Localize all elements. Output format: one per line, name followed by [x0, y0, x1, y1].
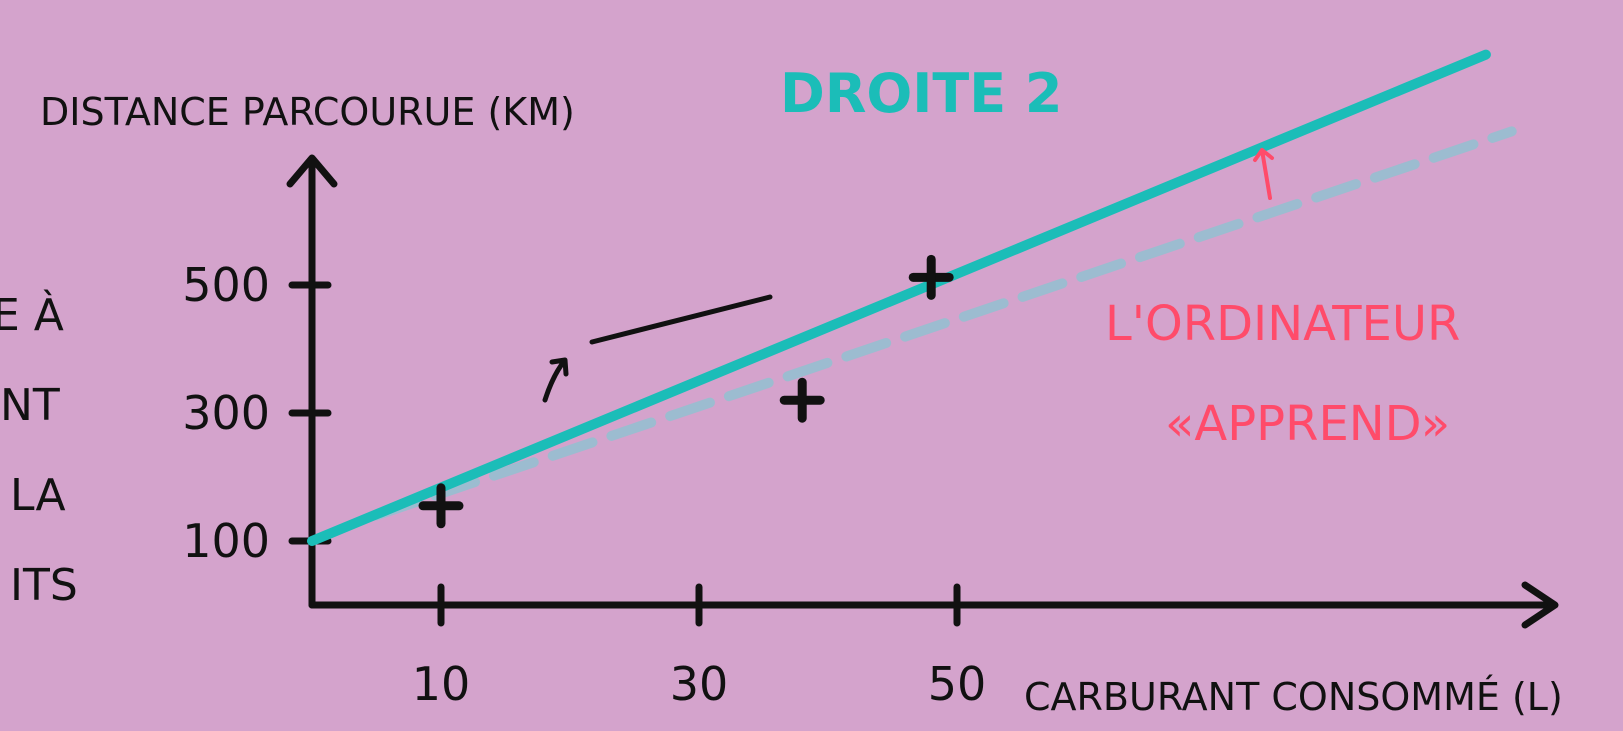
x-tick-label: 10: [412, 657, 471, 711]
left-fragment-2: NT: [0, 380, 60, 431]
left-fragment-1: E À: [0, 288, 64, 341]
up-arrow-red-icon: [1253, 148, 1274, 200]
up-arrow-black-icon: [542, 357, 569, 403]
left-text-fragments: E À NT LA ITS: [0, 288, 78, 611]
y-tick-label: 300: [182, 386, 270, 440]
ticks: [288, 281, 961, 627]
x-tick-label: 30: [670, 657, 729, 711]
tick-labels: 10 30 50 100 300 500: [182, 258, 986, 711]
ordinateur-label-line2: «APPREND»: [1165, 396, 1450, 452]
black-slope-stroke: [589, 294, 773, 345]
droite2-label: DROITE 2: [780, 62, 1063, 125]
droite2-line: [307, 49, 1491, 546]
dashed-line: [371, 126, 1517, 521]
y-axis-label: DISTANCE PARCOURUE (KM): [40, 90, 575, 134]
y-tick-label: 500: [182, 258, 270, 312]
data-points: [418, 254, 954, 529]
axes: [286, 154, 1559, 629]
x-tick-label: 50: [928, 657, 987, 711]
series: [307, 49, 1517, 546]
data-point-plus-icon: [779, 377, 825, 423]
y-axis-arrow-icon: [286, 154, 338, 188]
y-tick-label: 100: [182, 514, 270, 568]
data-point-plus-icon: [908, 254, 954, 300]
left-fragment-4: ITS: [10, 560, 78, 611]
x-axis-arrow-icon: [1521, 581, 1559, 629]
data-point-plus-icon: [418, 483, 464, 529]
x-axis-label: CARBURANT CONSOMMÉ (L): [1024, 675, 1563, 719]
ordinateur-label-line1: L'ORDINATEUR: [1105, 296, 1460, 352]
left-fragment-3: LA: [10, 470, 66, 521]
